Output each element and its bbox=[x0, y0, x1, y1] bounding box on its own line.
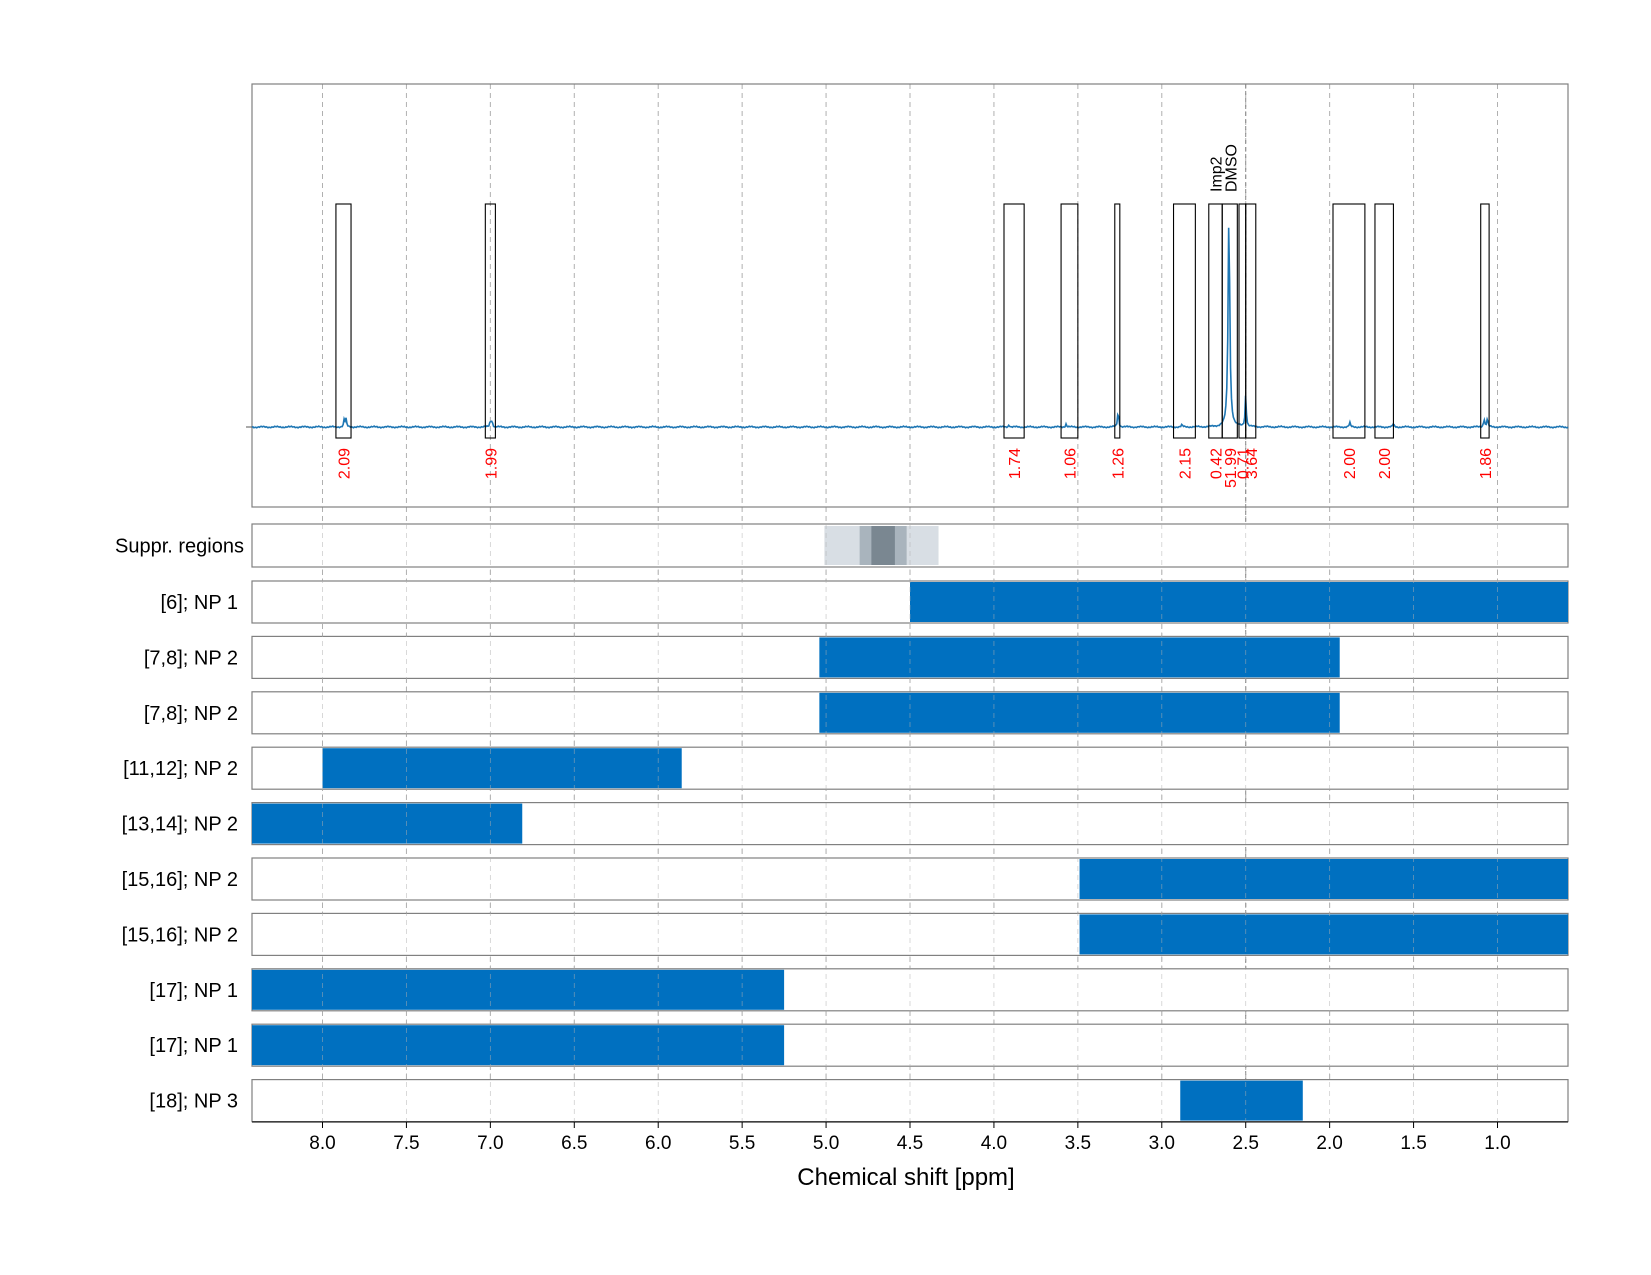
integral-box bbox=[1374, 203, 1394, 439]
suppressed-regions-panel: Suppr. regions bbox=[115, 523, 1569, 568]
track-bar bbox=[252, 803, 523, 844]
x-tick-label: 8.0 bbox=[309, 1133, 335, 1154]
x-tick-label: 4.0 bbox=[981, 1133, 1007, 1154]
track-label: [17]; NP 1 bbox=[149, 980, 238, 1002]
x-tick-label: 1.0 bbox=[1484, 1133, 1510, 1154]
integral-label: 0.42 bbox=[1209, 448, 1226, 479]
track-bar bbox=[252, 969, 785, 1010]
integral-label: 1.26 bbox=[1110, 448, 1127, 479]
track-label: [17]; NP 1 bbox=[149, 1035, 238, 1057]
integral-box bbox=[1003, 203, 1025, 439]
track-row: [7,8]; NP 2 bbox=[144, 635, 1569, 680]
suppressed-band bbox=[871, 526, 895, 565]
peak-annotation: Imp2 bbox=[1209, 156, 1226, 192]
integral-label: 1.86 bbox=[1478, 448, 1495, 479]
x-tick-label: 6.0 bbox=[645, 1133, 671, 1154]
integral-label: 51.99 bbox=[1223, 448, 1240, 488]
x-tick-label: 6.5 bbox=[561, 1133, 587, 1154]
track-row: [11,12]; NP 2 bbox=[123, 746, 1569, 790]
integral-box bbox=[1480, 203, 1490, 439]
track-bar bbox=[322, 748, 682, 789]
track-bar bbox=[819, 637, 1340, 678]
spectrum-frame bbox=[251, 83, 1569, 508]
integral-box bbox=[1114, 203, 1121, 439]
integral-box bbox=[1060, 203, 1079, 439]
x-tick-label: 3.5 bbox=[1065, 1133, 1091, 1154]
integral-box bbox=[1208, 203, 1223, 439]
track-row: [15,16]; NP 2 bbox=[122, 857, 1569, 901]
track-row: [6]; NP 1 bbox=[161, 580, 1569, 624]
integral-label: 1.99 bbox=[483, 448, 500, 479]
integral-box bbox=[1221, 203, 1238, 439]
track-label: [7,8]; NP 2 bbox=[144, 703, 238, 725]
track-bar bbox=[910, 582, 1568, 622]
peak-annotation: DMSO bbox=[1224, 144, 1241, 192]
x-axis: 8.0 7.5 7.0 6.5 6.0 5.5 5.0 4.5 4.0 3.5 3.0 2.5 2.0 1… bbox=[252, 1121, 1568, 1154]
track-bar bbox=[252, 1025, 785, 1066]
x-tick-label: 1.5 bbox=[1400, 1133, 1426, 1154]
x-tick-label: 5.5 bbox=[729, 1133, 755, 1154]
suppressed-regions-label: Suppr. regions bbox=[115, 536, 244, 558]
integral-label: 2.00 bbox=[1377, 448, 1394, 479]
x-tick-label: 4.5 bbox=[897, 1133, 923, 1154]
track-row: [18]; NP 3 bbox=[149, 1078, 1569, 1123]
track-label: [13,14]; NP 2 bbox=[122, 814, 238, 836]
x-tick-label: 7.5 bbox=[393, 1133, 419, 1154]
track-bar bbox=[819, 692, 1340, 733]
x-tick-label: 2.5 bbox=[1233, 1133, 1259, 1154]
x-tick-label: 7.0 bbox=[477, 1133, 503, 1154]
integral-box bbox=[484, 203, 496, 439]
track-bar bbox=[1180, 1080, 1303, 1121]
track-bar bbox=[1079, 914, 1568, 955]
track-row: [13,14]; NP 2 bbox=[122, 801, 1569, 846]
integral-label: 1.74 bbox=[1007, 448, 1024, 479]
track-label: [11,12]; NP 2 bbox=[123, 758, 238, 780]
track-label: [7,8]; NP 2 bbox=[144, 647, 238, 669]
integral-label: 1.06 bbox=[1062, 448, 1079, 479]
track-label: [18]; NP 3 bbox=[149, 1091, 238, 1113]
track-row: [15,16]; NP 2 bbox=[122, 912, 1569, 957]
x-axis-label: Chemical shift [ppm] bbox=[797, 1164, 1014, 1191]
spectrum-trace bbox=[251, 227, 1569, 429]
x-tick-label: 3.0 bbox=[1149, 1133, 1175, 1154]
integral-box bbox=[1245, 203, 1257, 439]
integral-label: 0.71 bbox=[1235, 448, 1252, 479]
integral-box bbox=[1172, 203, 1196, 439]
tracks-layer: [6]; NP 1 [7,8]; NP 2 [7,8]; NP 2 [11,12]; … bbox=[122, 524, 1569, 1123]
track-label: [6]; NP 1 bbox=[161, 592, 238, 614]
integral-label: 2.09 bbox=[336, 448, 353, 479]
track-row: [7,8]; NP 2 bbox=[144, 691, 1569, 735]
integral-label: 2.15 bbox=[1177, 448, 1194, 479]
track-label: [15,16]; NP 2 bbox=[122, 924, 238, 946]
x-tick-label: 2.0 bbox=[1316, 1133, 1342, 1154]
track-row: [17]; NP 1 bbox=[149, 968, 1569, 1012]
track-label: [15,16]; NP 2 bbox=[122, 869, 238, 891]
x-tick-label: 5.0 bbox=[813, 1133, 839, 1154]
integral-box bbox=[335, 203, 352, 439]
track-row: [17]; NP 1 bbox=[149, 1023, 1569, 1067]
integral-box bbox=[1332, 203, 1366, 439]
integral-label: 2.00 bbox=[1342, 448, 1359, 479]
integral-label: 3.64 bbox=[1244, 448, 1261, 479]
track-bar bbox=[1079, 859, 1568, 899]
